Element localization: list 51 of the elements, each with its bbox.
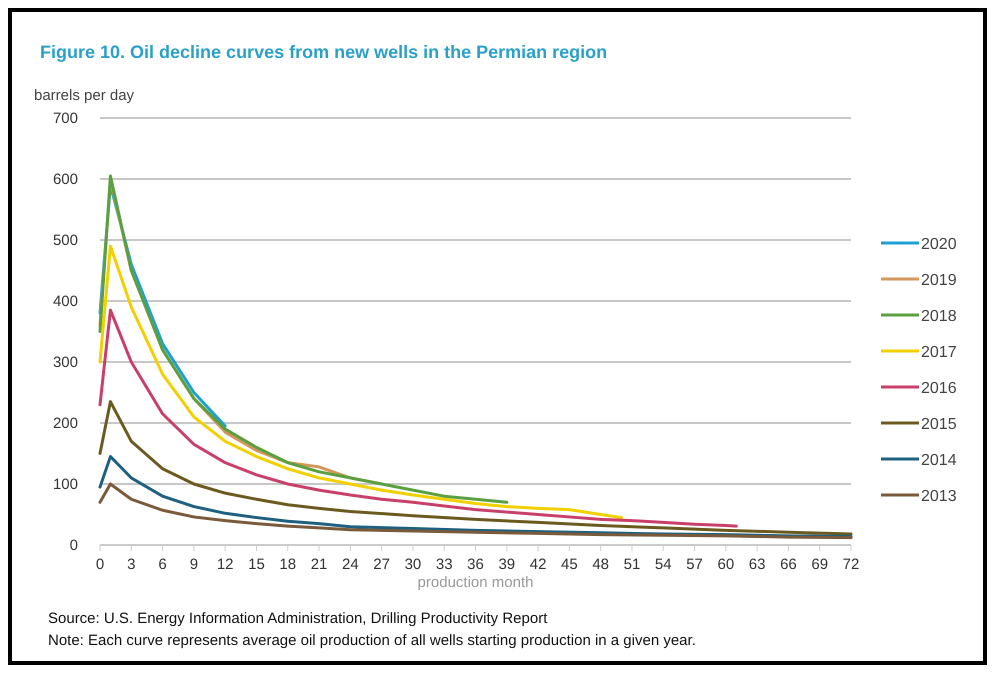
chart-title: Figure 10. Oil decline curves from new wells in the Permian region <box>40 42 608 62</box>
x-tick-label: 27 <box>373 556 390 573</box>
x-tick-label: 21 <box>310 556 328 573</box>
x-tick-label: 15 <box>248 556 265 573</box>
x-tick-label: 42 <box>530 556 546 573</box>
text: Note: Each curve represents average oil production of all wells starting production in a given year. <box>48 632 696 649</box>
y-tick-label: 100 <box>52 476 78 493</box>
legend-label: 2014 <box>921 452 957 469</box>
legend-label: 2013 <box>921 488 957 505</box>
x-tick-label: 54 <box>654 556 672 573</box>
y-tick-label: 200 <box>52 415 78 432</box>
line-series <box>98 482 852 540</box>
legend-label: 2019 <box>921 272 957 289</box>
line-series <box>98 400 852 536</box>
x-tick-label: 36 <box>467 556 484 573</box>
legend-label: 2016 <box>921 380 957 397</box>
x-tick-label: 72 <box>842 556 860 573</box>
y-axis-title: barrels per day <box>34 87 135 104</box>
x-tick-label: 48 <box>592 556 610 573</box>
x-tick-label: 57 <box>686 556 703 573</box>
x-tick-label: 45 <box>561 556 578 573</box>
y-tick-label: 500 <box>52 232 78 249</box>
legend-label: 2020 <box>921 236 957 253</box>
x-tick-label: 9 <box>190 556 198 573</box>
source-note: Source: U.S. Energy Information Administration, Drilling Productivity Report <box>48 610 548 627</box>
x-tick-label: 6 <box>158 556 167 573</box>
x-tick-label: 30 <box>404 556 422 573</box>
x-tick-label: 3 <box>127 556 136 573</box>
x-tick-label: 66 <box>780 556 797 573</box>
x-tick-label: 51 <box>624 556 640 573</box>
legend-label: 2017 <box>921 344 957 361</box>
y-tick-label: 300 <box>52 354 78 371</box>
y-tick-label: 0 <box>70 537 78 554</box>
y-tick-label: 700 <box>52 110 78 127</box>
line-series <box>98 174 508 504</box>
x-tick-label: 60 <box>717 556 734 573</box>
line-series <box>98 308 738 528</box>
y-tick-label: 600 <box>52 171 78 188</box>
legend-label: 2018 <box>921 308 957 325</box>
x-tick-label: 12 <box>216 556 234 573</box>
x-tick-label: 33 <box>436 556 453 573</box>
x-tick-label: 18 <box>279 556 296 573</box>
x-tick-label: 0 <box>96 556 104 573</box>
y-tick-label: 400 <box>52 293 78 310</box>
x-tick-label: 63 <box>748 556 766 573</box>
x-tick-label: 24 <box>342 556 359 573</box>
line-series <box>98 244 624 520</box>
legend-label: 2015 <box>921 416 957 433</box>
x-tick-label: 39 <box>498 556 516 573</box>
x-tick-label: 69 <box>811 556 828 573</box>
x-axis-title: production month <box>418 574 534 591</box>
